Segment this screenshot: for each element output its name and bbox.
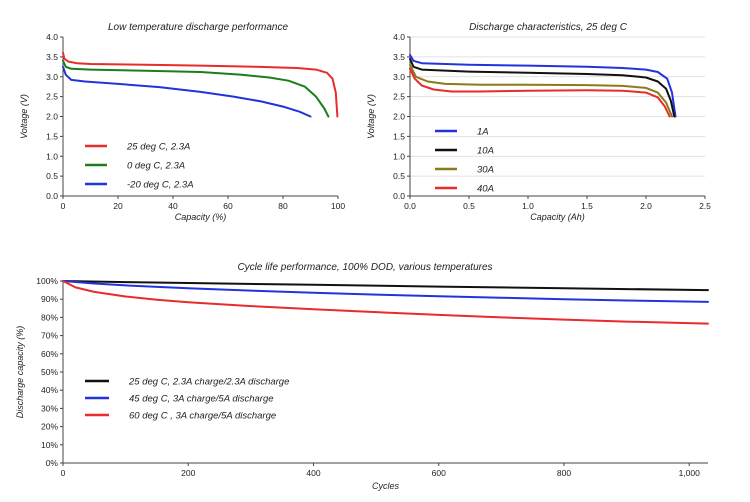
x-axis-label: Capacity (Ah) xyxy=(530,212,585,222)
y-tick-label: 30% xyxy=(41,403,58,413)
series-line-2 xyxy=(62,65,312,118)
y-tick-label: 3.5 xyxy=(393,52,405,62)
legend-label: 40A xyxy=(477,184,494,195)
y-tick-label: 0.0 xyxy=(393,191,405,201)
x-tick-label: 600 xyxy=(432,468,446,478)
series-line-1 xyxy=(62,280,709,303)
series-line-0 xyxy=(62,51,339,118)
x-axis-label: Cycles xyxy=(372,481,400,491)
y-tick-label: 4.0 xyxy=(393,32,405,42)
legend-label: 45 deg C, 3A charge/5A discharge xyxy=(129,394,274,405)
y-tick-label: 2.0 xyxy=(393,112,405,122)
y-tick-label: 0.5 xyxy=(393,171,405,181)
series-line-3 xyxy=(409,67,671,118)
x-axis-label: Capacity (%) xyxy=(175,212,227,222)
x-tick-label: 1.5 xyxy=(581,201,593,211)
y-tick-label: 10% xyxy=(41,440,58,450)
x-tick-label: 0 xyxy=(61,468,66,478)
y-tick-label: 3.0 xyxy=(46,72,58,82)
y-tick-label: 60% xyxy=(41,349,58,359)
y-tick-label: 20% xyxy=(41,422,58,432)
y-tick-label: 0.5 xyxy=(46,171,58,181)
x-tick-label: 1.0 xyxy=(522,201,534,211)
y-tick-label: 2.5 xyxy=(46,92,58,102)
series-line-0 xyxy=(409,53,677,118)
y-tick-label: 1.0 xyxy=(393,151,405,161)
chart-title: Cycle life performance, 100% DOD, variou… xyxy=(237,262,492,273)
series-line-1 xyxy=(409,57,676,118)
series-line-0 xyxy=(62,280,709,292)
y-tick-label: 50% xyxy=(41,367,58,377)
chart-title: Low temperature discharge performance xyxy=(108,22,289,33)
x-tick-label: 0 xyxy=(61,201,66,211)
series-line-1 xyxy=(62,59,330,118)
y-tick-label: 2.0 xyxy=(46,112,58,122)
legend-label: 25 deg C, 2.3A xyxy=(126,142,190,153)
chart-low-temp: Low temperature discharge performance 0.0… xyxy=(19,22,345,222)
legend-label: 10A xyxy=(477,146,494,157)
y-tick-label: 90% xyxy=(41,294,58,304)
x-tick-label: 0.0 xyxy=(404,201,416,211)
y-tick-label: 70% xyxy=(41,331,58,341)
y-tick-label: 1.5 xyxy=(393,131,405,141)
y-axis-label: Discharge capacity (%) xyxy=(15,326,25,419)
legend-label: 30A xyxy=(477,165,494,176)
y-tick-label: 100% xyxy=(36,276,58,286)
y-tick-label: 3.0 xyxy=(393,72,405,82)
legend: 1A 10A 30A 40A xyxy=(435,127,494,195)
x-tick-label: 0.5 xyxy=(463,201,475,211)
x-tick-label: 40 xyxy=(168,201,178,211)
y-axis-label: Voltage (V) xyxy=(19,94,29,139)
series-line-2 xyxy=(409,63,673,118)
x-tick-label: 800 xyxy=(557,468,571,478)
legend-label: 0 deg C, 2.3A xyxy=(127,161,185,172)
x-tick-label: 60 xyxy=(223,201,233,211)
x-tick-label: 100 xyxy=(331,201,345,211)
y-tick-label: 0% xyxy=(46,458,59,468)
y-tick-label: 1.0 xyxy=(46,151,58,161)
x-tick-label: 400 xyxy=(306,468,320,478)
y-tick-label: 40% xyxy=(41,385,58,395)
x-tick-label: 1,000 xyxy=(679,468,701,478)
x-tick-label: 200 xyxy=(181,468,195,478)
legend-label: 60 deg C , 3A charge/5A discharge xyxy=(129,411,276,422)
chart-title: Discharge characteristics, 25 deg C xyxy=(469,22,628,33)
chart-cycle-life: Cycle life performance, 100% DOD, variou… xyxy=(15,262,709,491)
x-tick-label: 80 xyxy=(278,201,288,211)
x-tick-label: 20 xyxy=(113,201,123,211)
y-tick-label: 80% xyxy=(41,312,58,322)
y-tick-label: 2.5 xyxy=(393,92,405,102)
y-axis-label: Voltage (V) xyxy=(366,94,376,139)
y-tick-label: 0.0 xyxy=(46,191,58,201)
y-tick-label: 1.5 xyxy=(46,131,58,141)
x-tick-label: 2.0 xyxy=(640,201,652,211)
x-tick-label: 2.5 xyxy=(699,201,711,211)
chart-discharge-25: Discharge characteristics, 25 deg C0.00.… xyxy=(366,22,711,222)
legend: 25 deg C, 2.3A charge/2.3A discharge 45 d… xyxy=(85,377,289,422)
legend-label: 25 deg C, 2.3A charge/2.3A discharge xyxy=(128,377,289,388)
y-tick-label: 3.5 xyxy=(46,52,58,62)
legend-label: 1A xyxy=(477,127,489,138)
legend: 25 deg C, 2.3A 0 deg C, 2.3A -20 deg C, 2.… xyxy=(85,142,194,191)
legend-label: -20 deg C, 2.3A xyxy=(127,180,194,191)
y-tick-label: 4.0 xyxy=(46,32,58,42)
series-line-2 xyxy=(62,280,709,325)
